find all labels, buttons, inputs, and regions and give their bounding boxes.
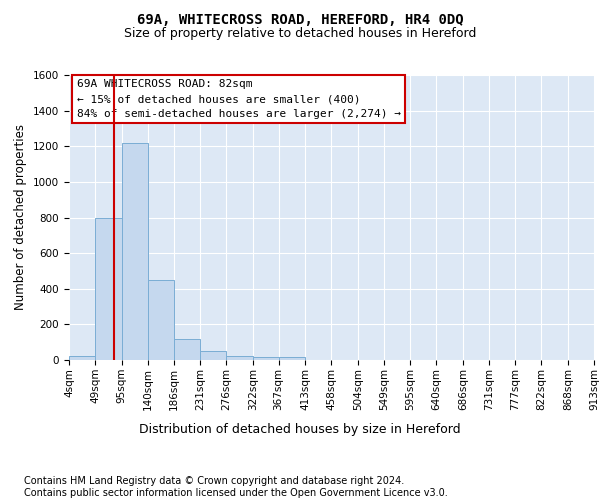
Bar: [200, 351, 226, 360]
Bar: [95, 218, 122, 360]
Bar: [174, 338, 200, 360]
Text: Distribution of detached houses by size in Hereford: Distribution of detached houses by size …: [139, 422, 461, 436]
Text: Contains HM Land Registry data © Crown copyright and database right 2024.
Contai: Contains HM Land Registry data © Crown c…: [24, 476, 448, 498]
Text: 69A WHITECROSS ROAD: 82sqm
← 15% of detached houses are smaller (400)
84% of sem: 69A WHITECROSS ROAD: 82sqm ← 15% of deta…: [77, 80, 401, 119]
Bar: [122, 142, 148, 360]
Text: Size of property relative to detached houses in Hereford: Size of property relative to detached ho…: [124, 28, 476, 40]
Text: 69A, WHITECROSS ROAD, HEREFORD, HR4 0DQ: 69A, WHITECROSS ROAD, HEREFORD, HR4 0DQ: [137, 12, 463, 26]
Bar: [148, 280, 174, 360]
Bar: [226, 356, 253, 360]
Bar: [253, 358, 278, 360]
Bar: [69, 356, 95, 360]
Bar: [278, 358, 305, 360]
Y-axis label: Number of detached properties: Number of detached properties: [14, 124, 28, 310]
